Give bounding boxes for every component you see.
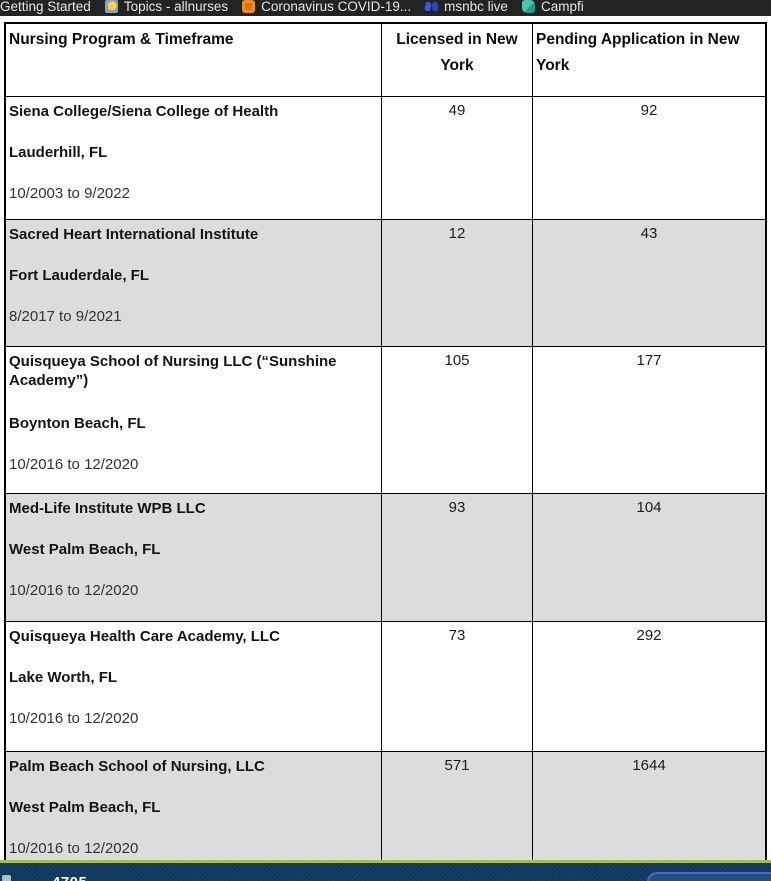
cell-program: Quisqueya Health Care Academy, LLC Lake …: [6, 622, 382, 751]
bookmark-label: msnbc live: [444, 0, 508, 14]
footer-rounded-button[interactable]: [647, 872, 771, 881]
cell-licensed-count: 49: [382, 97, 533, 219]
cell-pending-count: 43: [533, 220, 767, 346]
header-licensed-ny: Licensed in New York: [382, 24, 533, 96]
table-header-row: Nursing Program & Timeframe Licensed in …: [6, 24, 767, 97]
program-location: Fort Lauderdale, FL: [9, 267, 150, 284]
program-location: West Palm Beach, FL: [9, 799, 161, 816]
header-pending-ny: Pending Application in New York: [533, 24, 767, 96]
cell-licensed-count: 571: [382, 752, 533, 860]
cell-program: Sacred Heart International Institute For…: [6, 220, 382, 346]
cell-licensed-count: 73: [382, 622, 533, 751]
bookmark-label: Campfi: [540, 0, 584, 14]
table-row: Palm Beach School of Nursing, LLC West P…: [6, 752, 767, 860]
cell-pending-count: 177: [533, 347, 767, 493]
coronavirus-favicon-icon: [242, 0, 256, 13]
program-name: Siena College/Siena College of Health: [9, 103, 279, 120]
table-row: Quisqueya School of Nursing LLC (“Sunshi…: [6, 347, 767, 494]
bookmarks-list: Getting Started Topics - allnurses Coron…: [0, 0, 598, 16]
program-location: Lake Worth, FL: [9, 669, 118, 686]
cell-licensed-count: 12: [382, 220, 533, 346]
program-location: Lauderhill, FL: [9, 144, 108, 161]
cell-licensed-count: 93: [382, 494, 533, 621]
cell-program: Quisqueya School of Nursing LLC (“Sunshi…: [6, 347, 382, 493]
table-row: Quisqueya Health Care Academy, LLC Lake …: [6, 622, 767, 752]
cell-program: Med-Life Institute WPB LLC West Palm Bea…: [6, 494, 382, 621]
program-timeframe: 10/2003 to 9/2022: [9, 185, 130, 202]
header-program-timeframe: Nursing Program & Timeframe: [6, 24, 382, 96]
nursing-programs-table: Nursing Program & Timeframe Licensed in …: [4, 22, 767, 860]
program-timeframe: 10/2016 to 12/2020: [9, 710, 139, 727]
bookmark-getting-started[interactable]: Getting Started: [0, 0, 91, 14]
program-name: Palm Beach School of Nursing, LLC: [9, 758, 265, 775]
program-timeframe: 8/2017 to 9/2021: [9, 308, 122, 325]
program-name: Sacred Heart International Institute: [9, 226, 259, 243]
program-name: Quisqueya Health Care Academy, LLC: [9, 628, 280, 645]
bookmark-coronavirus-covid19[interactable]: Coronavirus COVID-19...: [242, 0, 411, 14]
page-number: 4705: [52, 874, 87, 881]
program-location: West Palm Beach, FL: [9, 541, 161, 558]
cell-pending-count: 292: [533, 622, 767, 751]
cell-program: Siena College/Siena College of Health La…: [6, 97, 382, 219]
program-name: Med-Life Institute WPB LLC: [9, 500, 206, 517]
campfire-favicon-icon: [521, 0, 535, 13]
footer-icon: [2, 875, 11, 881]
cell-pending-count: 1644: [533, 752, 767, 860]
cell-pending-count: 92: [533, 97, 767, 219]
bookmark-label: Topics - allnurses: [123, 0, 229, 14]
accent-divider-line: [0, 860, 771, 863]
footer-bar: 4705: [0, 863, 771, 881]
program-location: Boynton Beach, FL: [9, 415, 146, 432]
program-name: Quisqueya School of Nursing LLC (“Sunshi…: [9, 353, 337, 389]
topics-favicon-icon: [104, 0, 118, 13]
msnbc-favicon-icon: [425, 0, 438, 13]
table-row: Med-Life Institute WPB LLC West Palm Bea…: [6, 494, 767, 622]
table-row: Siena College/Siena College of Health La…: [6, 97, 767, 220]
program-timeframe: 10/2016 to 12/2020: [9, 840, 139, 857]
program-timeframe: 10/2016 to 12/2020: [9, 582, 139, 599]
cell-program: Palm Beach School of Nursing, LLC West P…: [6, 752, 382, 860]
bookmark-topics-allnurses[interactable]: Topics - allnurses: [104, 0, 229, 14]
bookmark-msnbc-live[interactable]: msnbc live: [425, 0, 508, 14]
cell-pending-count: 104: [533, 494, 767, 621]
program-timeframe: 10/2016 to 12/2020: [9, 456, 139, 473]
bookmarks-bar: Getting Started Topics - allnurses Coron…: [0, 0, 771, 16]
bookmark-label: Coronavirus COVID-19...: [261, 0, 412, 14]
cell-licensed-count: 105: [382, 347, 533, 493]
table-row: Sacred Heart International Institute For…: [6, 220, 767, 347]
bookmark-campfire[interactable]: Campfi: [521, 0, 584, 14]
bookmark-label: Getting Started: [0, 0, 91, 14]
